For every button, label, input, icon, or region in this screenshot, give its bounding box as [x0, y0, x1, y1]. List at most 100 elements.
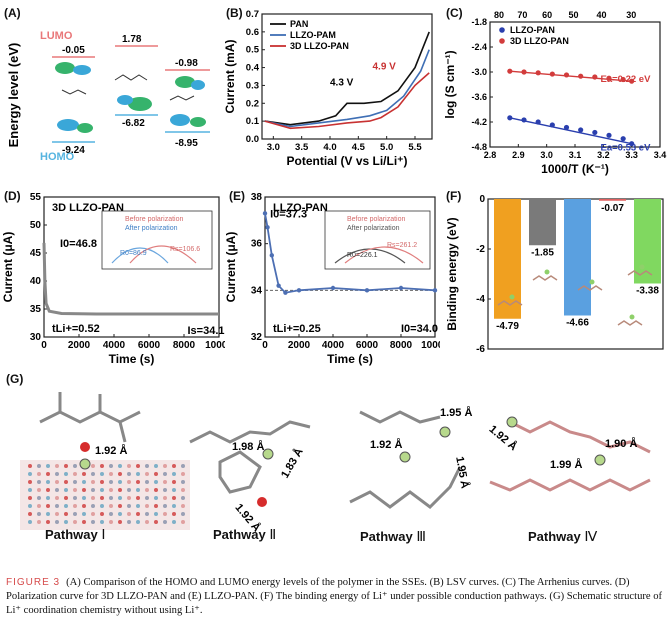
bar-value-4: -3.38	[636, 286, 659, 297]
slab-atom	[37, 512, 41, 516]
data-point	[578, 73, 584, 79]
panel-f-label: (F)	[446, 189, 462, 203]
x-tick-label: 0	[262, 340, 268, 351]
data-point	[364, 288, 370, 293]
annotation-4-9v: 4.9 V	[373, 61, 397, 72]
slab-atom	[109, 488, 113, 492]
slab-atom	[127, 496, 131, 500]
slab-atom	[163, 512, 167, 516]
molecule-1	[39, 392, 141, 443]
legend-label-1: LLZO-PAM	[290, 30, 336, 40]
slab-atom	[118, 472, 122, 476]
pathway-3-label: Pathway Ⅲ	[360, 529, 427, 545]
x-tick-label: 2000	[288, 340, 311, 351]
top-tick-label: 60	[542, 10, 552, 20]
panel-f-chart: 0 -2 -4 -6 Binding energy (eV) -4.79 -1.85 -4.6…	[445, 194, 664, 355]
x-axis-label: Time (s)	[327, 352, 373, 366]
i0-label: I0=37.3	[270, 208, 307, 220]
slab-atom	[172, 472, 176, 476]
a-val-6: -8.95	[175, 138, 198, 149]
slab-atom	[91, 504, 95, 508]
a-val-5: -6.82	[122, 118, 145, 129]
y-tick-label: 36	[251, 239, 263, 250]
y-tick-label: -2	[476, 244, 485, 255]
slab-atom	[100, 472, 104, 476]
y-tick-label: -6	[476, 344, 485, 355]
panel-e-chart: 0 2000 4000 6000 8000 10000 32 34 36 38 Time (s) Cu…	[224, 192, 449, 366]
inset-arc-before	[344, 246, 424, 264]
figure-caption: FIGURE 3 (A) Comparison of the HOMO and L…	[6, 576, 666, 618]
x-tick-label: 0	[41, 340, 47, 351]
inset-r2: Rs=106.6	[170, 246, 200, 253]
is-label: Is=34.1	[188, 325, 225, 337]
caption-text: (A) Comparison of the HOMO and LUMO ener…	[6, 577, 663, 616]
legend-label-2: 3D LLZO-PAN	[290, 41, 349, 51]
legend-label-1: 3D LLZO-PAN	[510, 36, 569, 46]
panel-a-ylabel: Energy level (eV)	[6, 43, 21, 148]
y-tick-label: 0.0	[246, 134, 259, 145]
plot-frame	[261, 13, 433, 140]
y-tick-label: 34	[251, 285, 263, 296]
li-atom	[639, 264, 645, 270]
slab-atom	[55, 496, 59, 500]
slab-atom	[64, 464, 68, 468]
panel-c: (C) 2.8 2.9 3.0 3.1 3.2 3.3 3.4 -1.8 -2.4 -3.0 -3.…	[442, 0, 669, 180]
y-tick-label: 0	[479, 194, 485, 205]
slab-atom	[145, 496, 149, 500]
x-tick-label: 4.5	[352, 142, 366, 153]
dist-8: 1.92 Å	[487, 423, 520, 454]
slab-atom	[163, 520, 167, 524]
x-tick-label: 8000	[390, 340, 413, 351]
y-tick-label: 0.1	[246, 116, 260, 127]
slab-atom	[109, 480, 113, 484]
legend-marker-1	[499, 38, 505, 44]
slab-atom	[145, 472, 149, 476]
slab-atom	[127, 520, 131, 524]
y-tick-label: 0.2	[246, 98, 259, 109]
top-tick-label: 50	[568, 10, 578, 20]
x-tick-label: 5.0	[380, 142, 393, 153]
slab-atom	[91, 480, 95, 484]
pathway-4-label: Pathway Ⅳ	[528, 529, 598, 545]
x-tick-label: 3.3	[625, 150, 638, 160]
top-tick-label: 40	[596, 10, 606, 20]
x-tick-label: 8000	[173, 340, 196, 351]
x-tick-label: 3.5	[295, 142, 309, 153]
slab-atom	[55, 512, 59, 516]
slab-atom	[172, 520, 176, 524]
slab-atom	[82, 512, 86, 516]
top-tick-label: 80	[494, 10, 504, 20]
data-point	[507, 68, 513, 74]
inset-frame	[324, 210, 431, 270]
slab-atom	[64, 480, 68, 484]
panel-a: (A) Energy level (eV) LUMO HOMO -0.05 1.…	[0, 0, 220, 175]
slab-atom	[136, 480, 140, 484]
bar-0	[494, 199, 521, 319]
slab-atom	[118, 512, 122, 516]
slab-atom	[154, 520, 158, 524]
fit-line-1	[509, 117, 632, 145]
panel-c-chart: 2.8 2.9 3.0 3.1 3.2 3.3 3.4 -1.8 -2.4 -3.0 -3.6 -4.…	[443, 10, 666, 176]
slab-atom	[109, 520, 113, 524]
slab-atom	[118, 504, 122, 508]
y-axis-label: Current (mA)	[223, 39, 237, 113]
lumo-label: LUMO	[40, 30, 73, 42]
slab-atom	[136, 488, 140, 492]
panel-b: (B) 3.0 3.5 4.0 4.5 5.0 5.5 0.0 0.1 0.2 0.3 0.4 0.5…	[222, 0, 440, 180]
data-point	[283, 290, 288, 295]
y-axis-label: Current (μA)	[1, 232, 15, 303]
x-tick-label: 3.1	[569, 150, 582, 160]
molecule-4	[489, 420, 651, 492]
y-tick-label: 0.7	[246, 9, 259, 20]
slab-atom	[37, 480, 41, 484]
slab-atom	[181, 504, 185, 508]
data-point	[578, 127, 584, 133]
slab-atom	[28, 496, 32, 500]
slab-atom	[136, 472, 140, 476]
y-tick-label: 0.6	[246, 27, 259, 38]
molecule-doodle	[627, 270, 653, 276]
slab-atom	[127, 512, 131, 516]
y-tick-label: 55	[30, 192, 42, 203]
bar-value-2: -4.66	[566, 318, 589, 329]
y-tick-label: 50	[30, 220, 42, 231]
